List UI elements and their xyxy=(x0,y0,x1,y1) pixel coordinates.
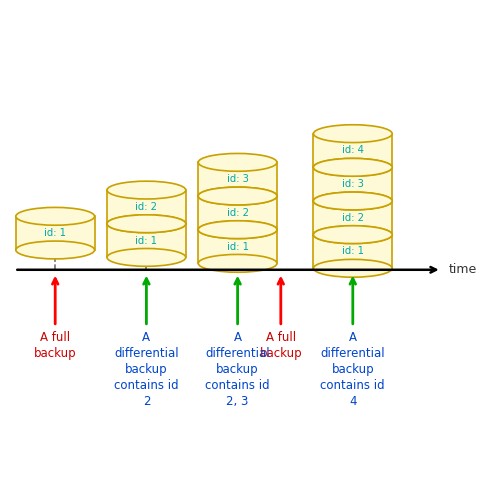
Polygon shape xyxy=(313,235,392,268)
Ellipse shape xyxy=(313,226,392,244)
Text: A
differential
backup
contains id
2: A differential backup contains id 2 xyxy=(114,331,179,408)
Ellipse shape xyxy=(16,241,95,259)
Polygon shape xyxy=(313,167,392,201)
Ellipse shape xyxy=(198,187,277,205)
Ellipse shape xyxy=(313,226,392,244)
Text: A full
backup: A full backup xyxy=(34,331,76,360)
Polygon shape xyxy=(16,216,95,250)
Ellipse shape xyxy=(107,181,186,199)
Ellipse shape xyxy=(198,187,277,205)
Text: id: 4: id: 4 xyxy=(342,146,364,155)
Polygon shape xyxy=(198,196,277,230)
Polygon shape xyxy=(198,162,277,196)
Polygon shape xyxy=(107,224,186,257)
Ellipse shape xyxy=(107,215,186,233)
Ellipse shape xyxy=(313,125,392,143)
Polygon shape xyxy=(198,230,277,263)
Text: id: 1: id: 1 xyxy=(227,242,249,251)
Text: id: 3: id: 3 xyxy=(342,179,364,189)
Ellipse shape xyxy=(198,254,277,272)
Ellipse shape xyxy=(198,221,277,239)
Ellipse shape xyxy=(313,192,392,210)
Ellipse shape xyxy=(313,158,392,176)
Text: id: 2: id: 2 xyxy=(135,202,157,212)
Text: id: 1: id: 1 xyxy=(342,247,364,256)
Text: id: 2: id: 2 xyxy=(342,213,364,223)
Text: id: 1: id: 1 xyxy=(44,228,66,238)
Ellipse shape xyxy=(313,158,392,176)
Ellipse shape xyxy=(107,215,186,233)
Text: id: 3: id: 3 xyxy=(227,174,249,184)
Text: id: 2: id: 2 xyxy=(227,208,249,218)
Polygon shape xyxy=(313,201,392,235)
Text: A
differential
backup
contains id
4: A differential backup contains id 4 xyxy=(321,331,385,408)
Ellipse shape xyxy=(107,248,186,266)
Text: A full
backup: A full backup xyxy=(260,331,302,360)
Polygon shape xyxy=(313,134,392,167)
Text: id: 1: id: 1 xyxy=(135,236,157,246)
Ellipse shape xyxy=(313,192,392,210)
Ellipse shape xyxy=(198,221,277,239)
Ellipse shape xyxy=(313,259,392,277)
Text: A
differential
backup
contains id
2, 3: A differential backup contains id 2, 3 xyxy=(205,331,270,408)
Polygon shape xyxy=(107,190,186,224)
Ellipse shape xyxy=(16,207,95,225)
Text: time: time xyxy=(449,263,477,276)
Ellipse shape xyxy=(198,153,277,171)
